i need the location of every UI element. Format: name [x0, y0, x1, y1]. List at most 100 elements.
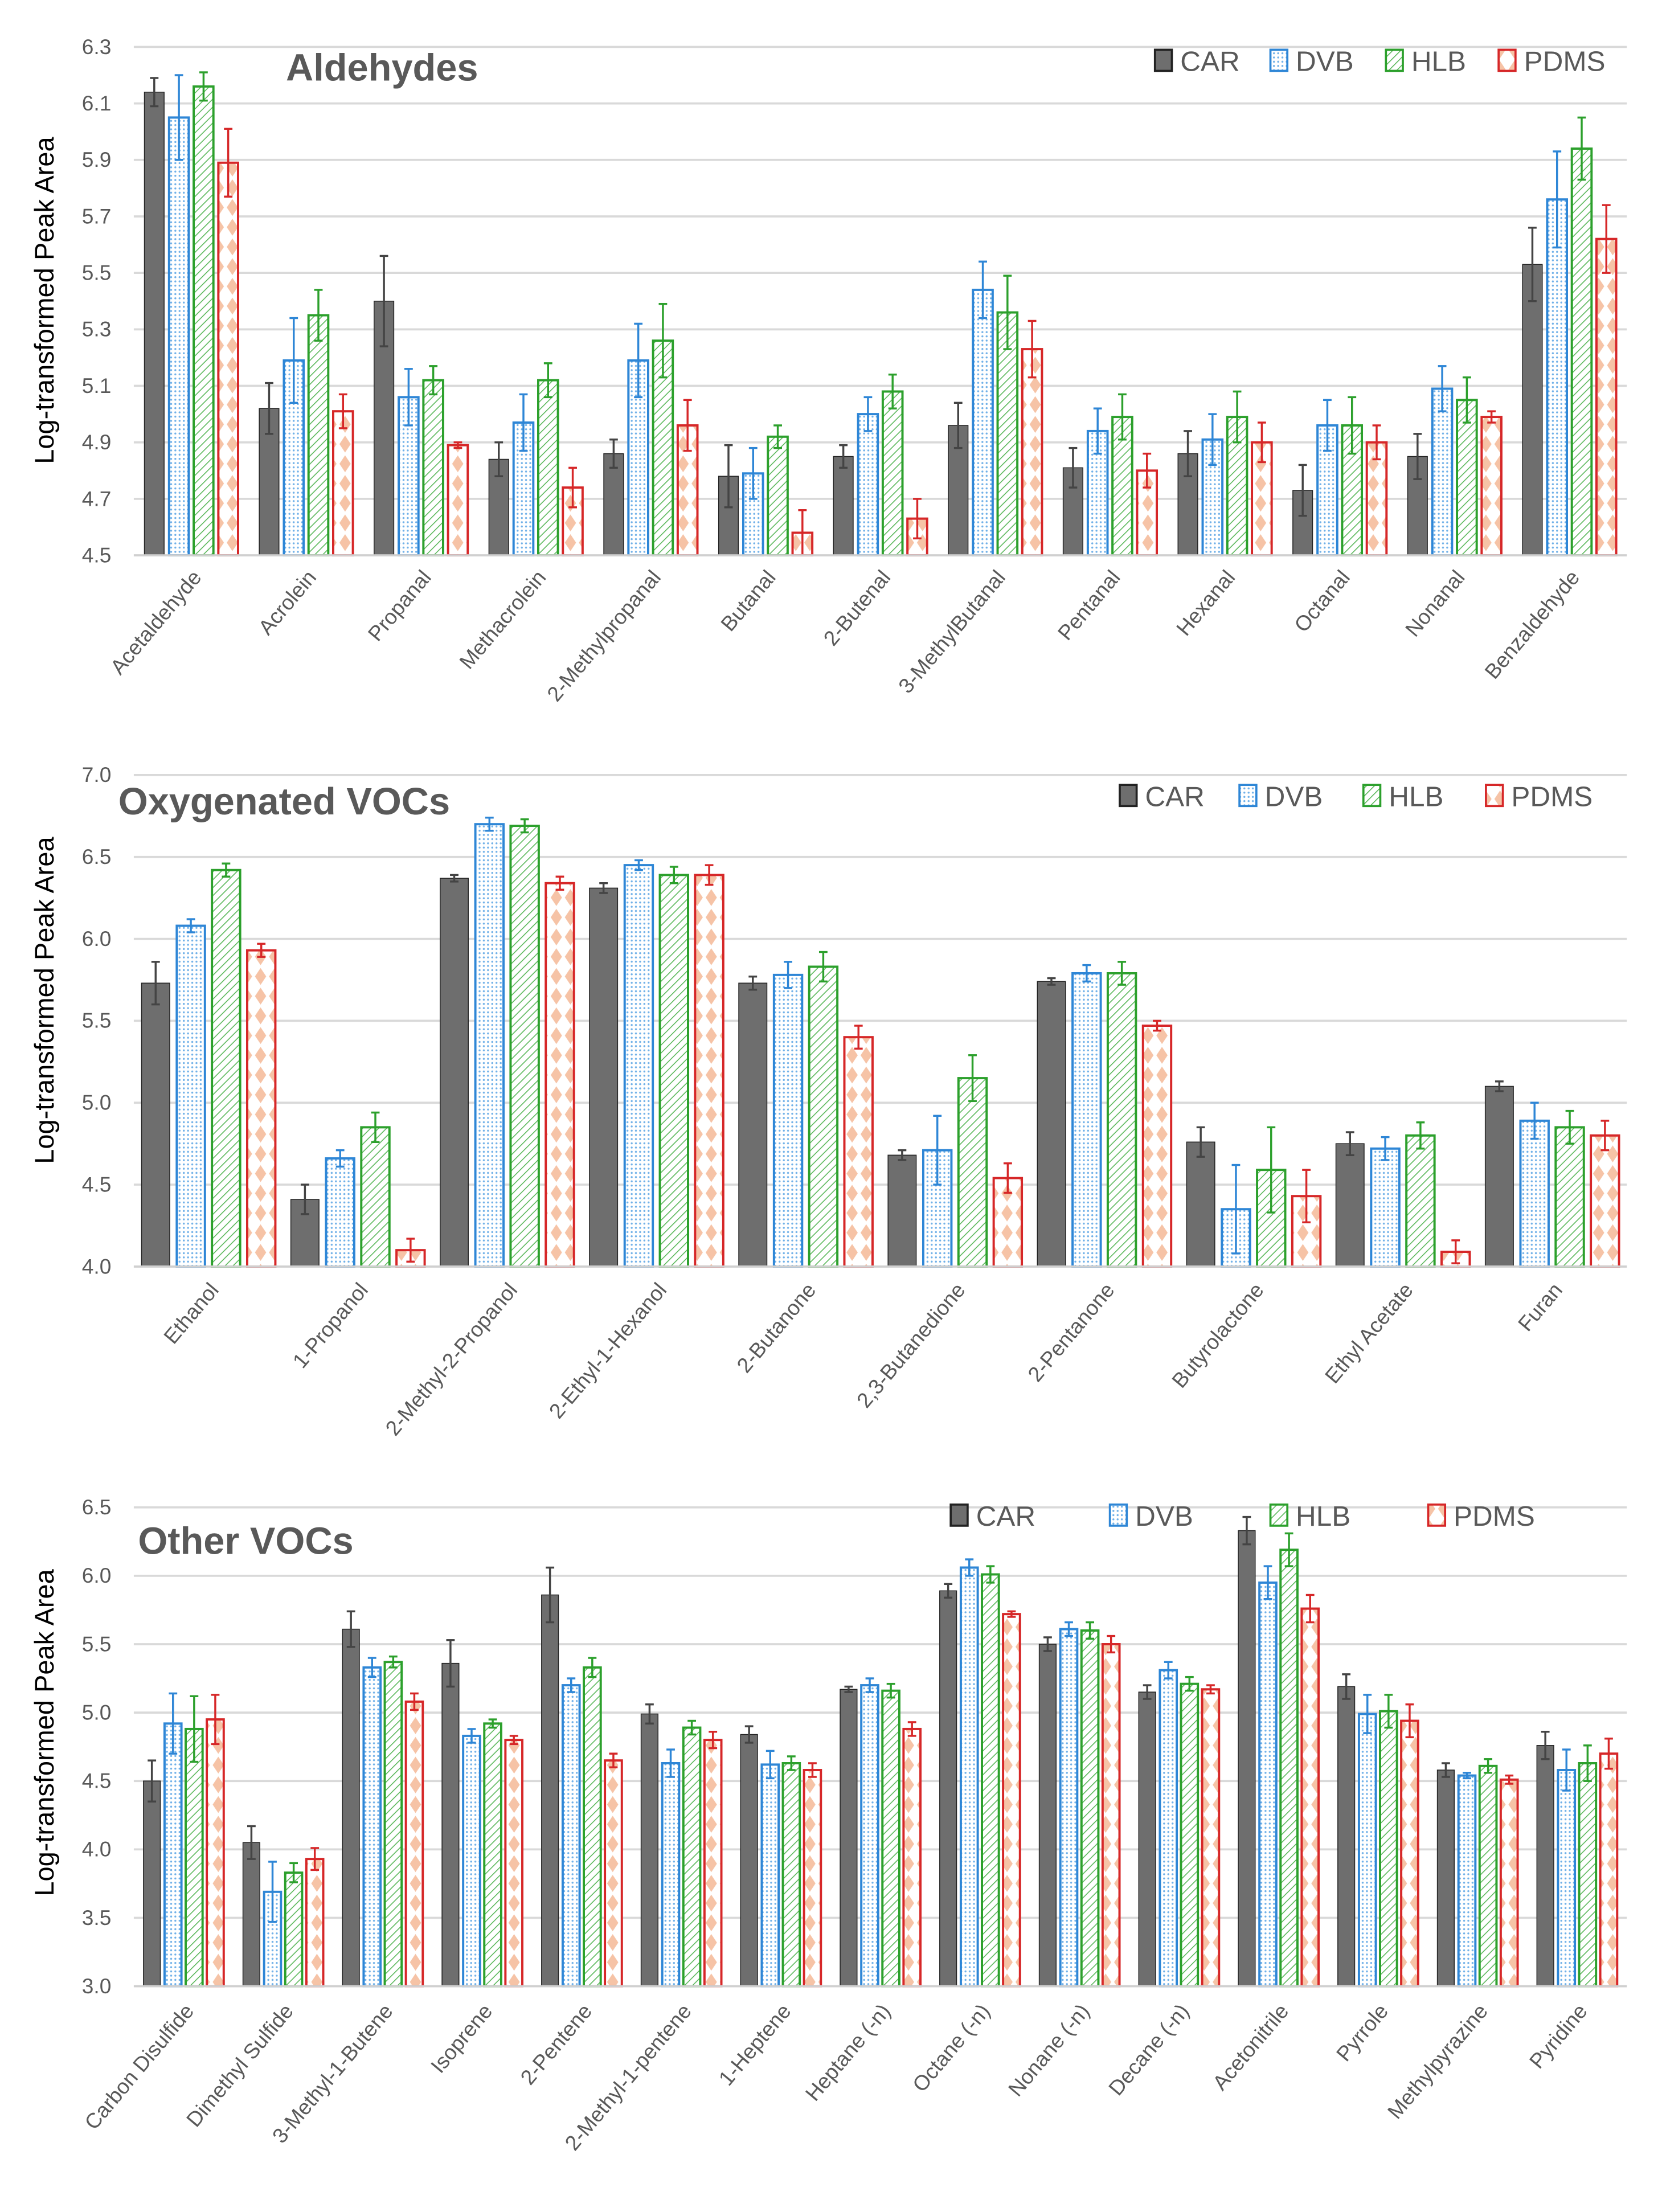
bar-hlb: [957, 1077, 988, 1268]
x-category-label: Methacrolein: [455, 566, 551, 674]
bar-hlb: [781, 1762, 801, 1988]
bar-pdms: [206, 1718, 225, 1988]
legend-label: CAR: [1180, 46, 1239, 77]
bar-car: [603, 453, 624, 556]
y-tick-label: 4.0: [82, 1837, 112, 1861]
y-tick-label: 6.5: [82, 1495, 112, 1519]
y-tick-label: 4.5: [82, 1769, 112, 1793]
bar-pdms: [217, 161, 239, 557]
y-tick-label: 6.5: [82, 845, 112, 869]
y-tick-label: 5.5: [82, 1009, 112, 1033]
bar-hlb: [808, 965, 839, 1268]
y-tick-label: 4.5: [82, 1172, 112, 1196]
bar-pdms: [1002, 1613, 1021, 1988]
bar-pdms: [1400, 1719, 1419, 1988]
bar-car: [242, 1842, 260, 1987]
bar-hlb: [981, 1573, 1000, 1988]
legend-label: CAR: [1145, 781, 1204, 812]
legend-label: HLB: [1389, 781, 1443, 812]
bar-hlb: [537, 379, 559, 557]
legend-label: PDMS: [1524, 46, 1606, 77]
bar-car: [441, 1662, 460, 1987]
bar-car: [1436, 1769, 1455, 1987]
legend-swatch-car: [949, 1503, 969, 1527]
bar-dvb: [175, 924, 206, 1268]
x-category-label: Heptane (-n): [800, 1999, 895, 2105]
bar-car: [1522, 264, 1543, 556]
other-vocs-chart: 3.0 3.5 4.0 4.5 5.0 5.5 6.0 6.5 Log-transformed …: [29, 1495, 1627, 2155]
bar-car: [143, 1780, 161, 1987]
legend-swatch-hlb: [1385, 48, 1404, 72]
legend-swatch-dvb: [1269, 48, 1289, 72]
chart-title: Oxygenated VOCs: [118, 781, 450, 823]
bar-car: [887, 1154, 917, 1267]
bar-dvb: [1557, 1769, 1577, 1988]
y-tick-label: 3.5: [82, 1906, 112, 1930]
x-category-label: Butanal: [716, 566, 780, 636]
bar-pdms: [332, 410, 354, 557]
legend-swatch-hlb: [1362, 784, 1382, 808]
legend-label: DVB: [1296, 46, 1354, 77]
bar-car: [939, 1590, 957, 1987]
bar-hlb: [1554, 1126, 1585, 1268]
bar-dvb: [561, 1684, 581, 1988]
bar-car: [840, 1689, 858, 1987]
bar-pdms: [1480, 416, 1503, 557]
bar-hlb: [682, 1726, 702, 1988]
x-category-label: 1-Heptene: [714, 1999, 795, 2090]
bar-car: [589, 887, 619, 1267]
bar-car: [1138, 1691, 1156, 1987]
bar-hlb: [1578, 1762, 1598, 1988]
x-category-label: 2-Butenal: [818, 566, 895, 650]
bar-hlb: [1180, 1682, 1200, 1988]
bar-pdms: [545, 882, 575, 1268]
bar-pdms: [1595, 237, 1618, 557]
bar-hlb: [185, 1727, 204, 1988]
bar-hlb: [422, 379, 444, 557]
y-tick-label: 4.9: [82, 430, 112, 454]
bar-dvb: [1431, 387, 1454, 557]
y-tick-label: 4.7: [82, 486, 112, 510]
x-category-label: Nonanal: [1401, 566, 1469, 641]
bar-pdms: [694, 874, 724, 1268]
bar-pdms: [1599, 1752, 1619, 1988]
bar-pdms: [992, 1177, 1024, 1268]
aldehydes-chart: 4.5 4.7 4.9 5.1 5.3 5.5 5.7 5.9 6.1 6.3 Log-transf…: [29, 35, 1627, 706]
bar-dvb: [167, 116, 190, 557]
bar-hlb: [1478, 1764, 1498, 1988]
bar-dvb: [1357, 1713, 1377, 1988]
bar-pdms: [305, 1858, 325, 1988]
legend-swatch-pdms: [1485, 784, 1504, 808]
bar-car: [141, 982, 170, 1267]
bar-car: [1238, 1530, 1256, 1987]
oxygenated-vocs-chart: 4.0 4.5 5.0 5.5 6.0 6.5 7.0 Log-transformed Pea…: [29, 763, 1627, 1440]
y-tick-label: 4.5: [82, 543, 112, 567]
y-tick-label: 5.3: [82, 317, 112, 341]
y-tick-label: 5.5: [82, 1632, 112, 1656]
bar-pdms: [1021, 348, 1043, 557]
x-category-label: Ethanol: [159, 1278, 223, 1348]
bar-car: [640, 1713, 658, 1987]
x-category-label: Nonane (-n): [1004, 1999, 1094, 2101]
bar-hlb: [881, 390, 904, 557]
bar-hlb: [1279, 1549, 1299, 1988]
bar-hlb: [1570, 147, 1593, 557]
bar-car: [440, 878, 469, 1267]
bar-car: [740, 1734, 758, 1987]
y-tick-label: 5.7: [82, 204, 112, 228]
legend-label: DVB: [1135, 1501, 1193, 1532]
x-category-label: 2-Ethyl-1-Hexanol: [544, 1278, 671, 1423]
bar-dvb: [623, 864, 654, 1268]
legend-swatch-dvb: [1108, 1503, 1128, 1527]
bar-car: [1038, 1644, 1057, 1987]
legend-label: HLB: [1411, 46, 1466, 77]
legend-swatch-car: [1153, 48, 1173, 72]
bar-car: [1337, 1686, 1356, 1987]
legend-swatch-pdms: [1497, 48, 1517, 72]
bar-car: [1335, 1143, 1365, 1267]
bar-dvb: [1370, 1147, 1401, 1268]
bar-pdms: [1101, 1643, 1121, 1988]
bar-hlb: [1379, 1710, 1398, 1988]
legend-swatch-dvb: [1238, 784, 1258, 808]
